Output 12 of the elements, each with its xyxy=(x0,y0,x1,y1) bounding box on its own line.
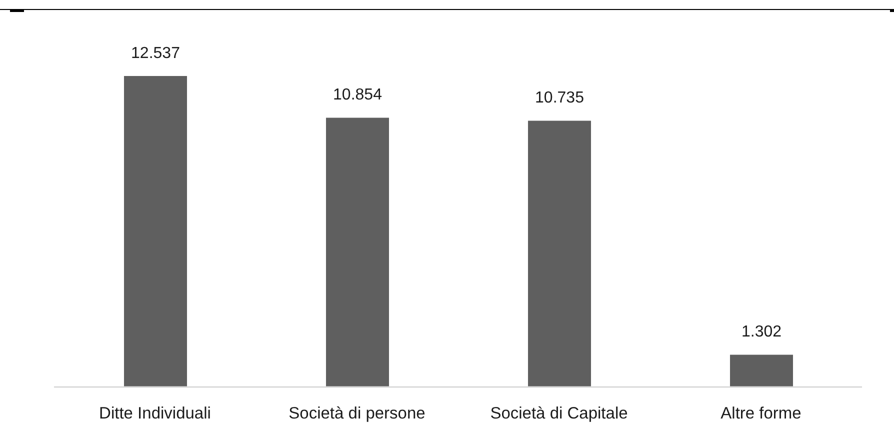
data-label: 1.302 xyxy=(741,324,782,341)
bar xyxy=(326,118,389,387)
bar xyxy=(730,354,793,387)
x-tick-label: Società di Capitale xyxy=(490,404,628,423)
x-tick-label: Ditte Individuali xyxy=(99,404,211,423)
data-label: 10.735 xyxy=(535,90,584,107)
x-tick-label: Società di persone xyxy=(288,404,426,423)
bar xyxy=(124,76,187,387)
x-tick-label: Altre forme xyxy=(720,404,802,423)
bar xyxy=(528,120,591,387)
data-label: 10.854 xyxy=(333,86,382,104)
data-label: 12.537 xyxy=(131,45,180,62)
